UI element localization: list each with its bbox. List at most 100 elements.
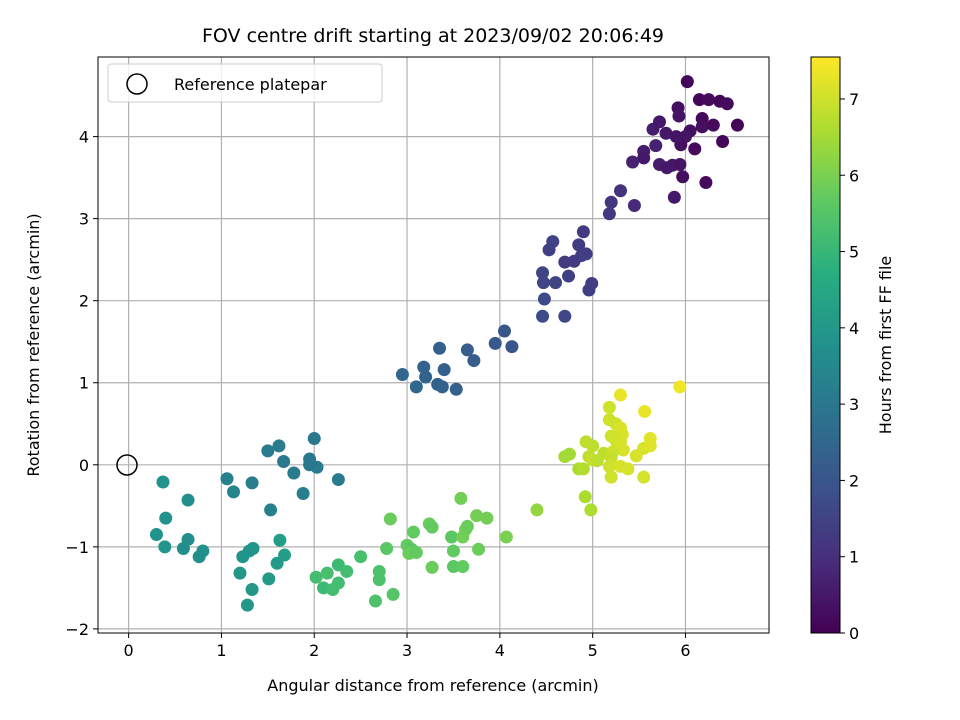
data-point [562, 269, 576, 283]
data-point [409, 380, 423, 394]
data-point [688, 142, 702, 156]
data-point [536, 266, 550, 280]
data-point [460, 519, 474, 533]
data-point [578, 490, 592, 504]
data-point [488, 336, 502, 350]
data-point [672, 109, 686, 123]
colorbar-tick-label: 4 [849, 319, 859, 338]
colorbar-label: Hours from first FF file [876, 256, 895, 435]
data-point [407, 525, 421, 539]
data-point [582, 283, 596, 297]
data-point [669, 130, 683, 144]
data-point [456, 560, 470, 574]
data-point [706, 118, 720, 132]
data-point [637, 470, 651, 484]
y-tick-label: 1 [79, 374, 89, 393]
data-point [716, 135, 730, 149]
data-point [652, 115, 666, 129]
chart-title: FOV centre drift starting at 2023/09/02 … [202, 25, 664, 47]
x-axis-label: Angular distance from reference (arcmin) [267, 676, 598, 695]
data-point [277, 455, 291, 469]
data-point [149, 528, 163, 542]
data-point [667, 190, 681, 204]
data-point [272, 439, 286, 453]
data-point [676, 170, 690, 184]
y-tick-label: 2 [79, 292, 89, 311]
data-point [372, 573, 386, 587]
data-point [307, 432, 321, 446]
data-point [627, 199, 641, 213]
y-tick-label: 3 [79, 210, 89, 229]
data-point [287, 466, 301, 480]
data-point [181, 493, 195, 507]
data-point [505, 340, 519, 354]
data-point [467, 354, 481, 368]
data-point [433, 341, 447, 355]
data-point [245, 476, 259, 490]
data-point [472, 542, 486, 556]
data-point [567, 254, 581, 268]
data-point [460, 343, 474, 357]
data-point [626, 155, 640, 169]
data-point [270, 556, 284, 570]
legend-label: Reference platepar [174, 75, 327, 94]
colorbar-ticks: 0 1 2 3 4 5 6 7 [840, 90, 859, 643]
data-point [680, 75, 694, 89]
data-point [558, 309, 572, 323]
y-tick-label: −1 [65, 538, 89, 557]
y-tick-label: 4 [79, 128, 89, 147]
data-points [149, 75, 744, 612]
data-point [604, 470, 618, 484]
data-point [220, 472, 234, 486]
data-point [425, 520, 439, 534]
data-point [659, 126, 673, 140]
y-tick-label: −2 [65, 620, 89, 639]
data-point [233, 566, 247, 580]
data-point [192, 550, 206, 564]
data-point [614, 184, 628, 198]
data-point [425, 560, 439, 574]
data-point [245, 583, 259, 597]
data-point [673, 157, 687, 171]
data-point [236, 550, 250, 564]
data-point [417, 360, 431, 374]
data-point [695, 120, 709, 134]
data-point [660, 161, 674, 175]
colorbar [810, 56, 841, 634]
legend-reference-marker [126, 73, 148, 95]
y-tick-label: 0 [79, 456, 89, 475]
data-point [562, 447, 576, 461]
colorbar-tick-label: 6 [849, 166, 859, 185]
data-point [226, 485, 240, 499]
plot-frame [97, 56, 770, 634]
data-point [454, 491, 468, 505]
data-point [296, 487, 310, 501]
data-point [549, 276, 563, 290]
data-point [499, 530, 513, 544]
data-point [536, 276, 550, 290]
colorbar-tick-label: 0 [849, 624, 859, 643]
data-point [480, 511, 494, 525]
data-point [331, 473, 345, 487]
data-point [637, 151, 651, 165]
data-point [320, 566, 334, 580]
data-point [368, 594, 382, 608]
data-point [449, 382, 463, 396]
data-point [720, 97, 734, 111]
data-point [340, 564, 354, 578]
y-axis-ticks: −2 −1 0 1 2 3 4 [65, 128, 98, 639]
data-point [621, 462, 635, 476]
data-point [614, 388, 628, 402]
x-tick-label: 5 [588, 641, 598, 660]
x-tick-label: 3 [402, 641, 412, 660]
x-tick-label: 2 [309, 641, 319, 660]
data-point [395, 368, 409, 382]
x-tick-label: 0 [124, 641, 134, 660]
colorbar-tick-label: 3 [849, 395, 859, 414]
data-point [446, 560, 460, 574]
data-point [604, 195, 618, 209]
data-point [386, 587, 400, 601]
data-point [699, 176, 713, 190]
data-point [586, 439, 600, 453]
data-point [309, 570, 323, 584]
